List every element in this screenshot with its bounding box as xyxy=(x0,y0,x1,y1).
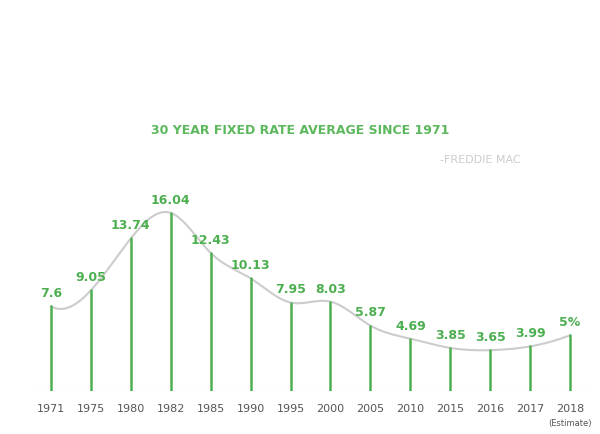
Text: 7.6: 7.6 xyxy=(40,287,62,300)
Text: 13.74: 13.74 xyxy=(111,219,151,232)
Text: 7.95: 7.95 xyxy=(275,283,306,296)
Text: 3.99: 3.99 xyxy=(515,327,545,340)
Text: 4.69: 4.69 xyxy=(395,319,425,332)
Text: 9.05: 9.05 xyxy=(76,271,106,284)
Text: 2018 Mortgage Interest Rates: 2018 Mortgage Interest Rates xyxy=(65,28,535,56)
Text: 5%: 5% xyxy=(559,316,581,329)
Text: 10.13: 10.13 xyxy=(231,259,271,272)
Text: 5.87: 5.87 xyxy=(355,306,386,319)
Text: 3.85: 3.85 xyxy=(435,329,466,342)
Text: 12.43: 12.43 xyxy=(191,234,230,247)
Text: 3.65: 3.65 xyxy=(475,331,506,344)
Text: -FREDDIE MAC: -FREDDIE MAC xyxy=(440,155,520,165)
Text: 8.03: 8.03 xyxy=(315,283,346,296)
Text: 30 YEAR FIXED RATE AVERAGE SINCE 1971: 30 YEAR FIXED RATE AVERAGE SINCE 1971 xyxy=(151,124,449,137)
Text: (Estimate): (Estimate) xyxy=(548,419,592,428)
Text: 16.04: 16.04 xyxy=(151,194,191,207)
Text: Moving Toward 5%: Moving Toward 5% xyxy=(154,74,446,102)
